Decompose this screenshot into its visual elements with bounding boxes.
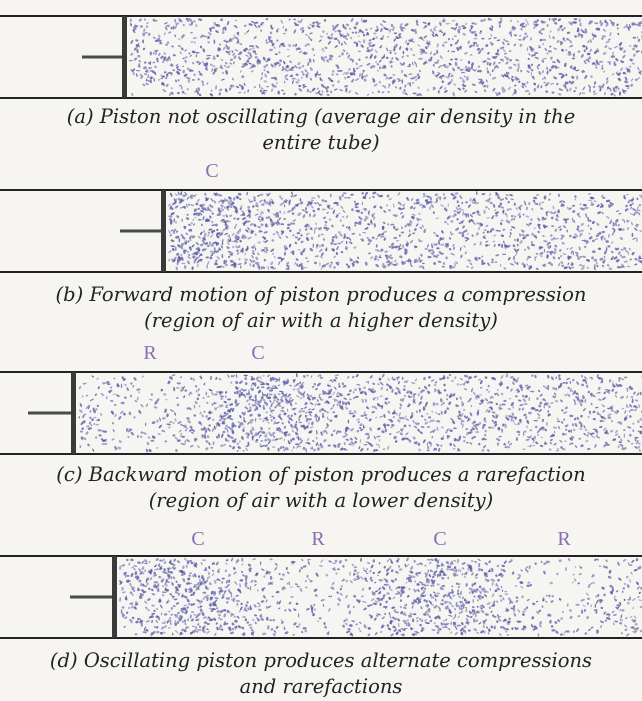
caption-c-line2: (region of air with a lower density) <box>148 489 494 512</box>
air-particles <box>128 17 642 97</box>
marker-rarefaction: R <box>311 528 325 550</box>
tube-b <box>0 189 642 273</box>
caption-d-line2: and rarefactions <box>239 675 403 698</box>
piston-plate <box>71 372 76 454</box>
tube-a <box>0 15 642 99</box>
caption-a-line2: entire tube) <box>262 131 380 154</box>
caption-c-line1: (c) Backward motion of piston produces a… <box>56 463 586 486</box>
panel-a: (a) Piston not oscillating (average air … <box>0 0 642 170</box>
tube-d <box>0 555 642 639</box>
caption-a-line1: (a) Piston not oscillating (average air … <box>66 105 576 128</box>
panel-c: R C (c) Backward motion of piston produc… <box>0 342 642 522</box>
marker-compression: C <box>433 528 447 550</box>
panel-d: C R C R (d) Oscillating piston produces … <box>0 528 642 701</box>
tube-c <box>0 371 642 455</box>
marker-rarefaction: R <box>557 528 571 550</box>
piston-plate <box>112 556 117 638</box>
caption-c: (c) Backward motion of piston produces a… <box>0 462 642 514</box>
marker-compression: C <box>251 342 265 364</box>
air-particles <box>78 373 642 453</box>
caption-b-line1: (b) Forward motion of piston produces a … <box>55 283 587 306</box>
piston-plate <box>161 190 166 272</box>
air-particles <box>119 557 642 637</box>
marker-compression: C <box>191 528 205 550</box>
caption-b: (b) Forward motion of piston produces a … <box>0 282 642 334</box>
panel-b: C (b) Forward motion of piston produces … <box>0 160 642 340</box>
piston-plate <box>122 16 127 98</box>
caption-d-line1: (d) Oscillating piston produces alternat… <box>49 649 593 672</box>
marker-compression: C <box>205 160 219 182</box>
caption-d: (d) Oscillating piston produces alternat… <box>0 648 642 700</box>
air-particles <box>168 190 642 271</box>
caption-a: (a) Piston not oscillating (average air … <box>0 104 642 156</box>
caption-b-line2: (region of air with a higher density) <box>144 309 498 332</box>
marker-rarefaction: R <box>143 342 157 364</box>
